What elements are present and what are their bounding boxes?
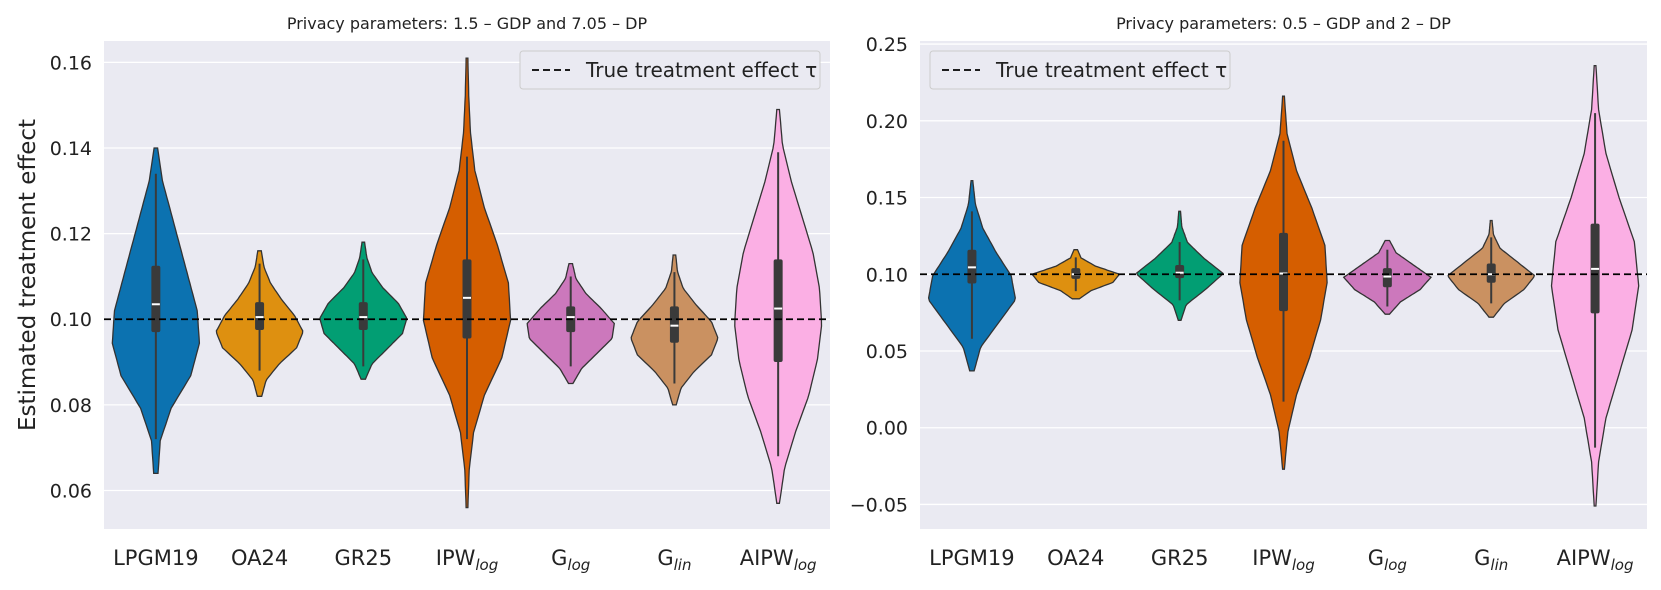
legend-label: True treatment effect τ [995, 58, 1227, 82]
y-tick-label: 0.25 [866, 34, 908, 56]
y-tick-label: 0.06 [50, 480, 92, 502]
violin-iqr-box [358, 302, 368, 330]
y-tick-label: 0.00 [866, 418, 908, 440]
x-tick-label: Glin [657, 546, 691, 574]
legend: True treatment effect τ [929, 50, 1231, 90]
violin-iqr-box [773, 259, 783, 363]
y-tick-label: −0.05 [850, 494, 908, 516]
x-tick-label: AIPWlog [1557, 546, 1634, 574]
violin-iqr-box [1175, 265, 1185, 279]
violin-iqr-box [151, 265, 161, 333]
y-tick-label: 0.15 [866, 188, 908, 210]
violin-iqr-box [669, 306, 679, 343]
x-tick-label: OA24 [231, 546, 288, 570]
panel-1: 0.06 0.08 0.10 0.12 0.14 0.16 Privacy paramete… [15, 14, 830, 574]
panel-title: Privacy parameters: 1.5 – GDP and 7.05 –… [287, 14, 648, 33]
panel-2: −0.05 0.00 0.05 0.10 0.15 0.20 0.25 Privacy par… [850, 14, 1647, 574]
violin-iqr-box [255, 302, 265, 330]
x-tick-label: Glin [1474, 546, 1508, 574]
x-tick-label: GR25 [1151, 546, 1209, 570]
legend-box [929, 50, 1231, 90]
legend: True treatment effect τ [519, 50, 821, 90]
y-tick-label: 0.12 [50, 224, 92, 246]
violin-iqr-box [1382, 268, 1392, 288]
x-tick-label: OA24 [1047, 546, 1104, 570]
x-tick-label: Glog [551, 546, 590, 574]
y-tick-label: 0.20 [866, 111, 908, 133]
x-tick-label: Glog [1368, 546, 1407, 574]
x-tick-label: GR25 [334, 546, 392, 570]
violin-iqr-box [1486, 263, 1496, 283]
panel-title: Privacy parameters: 0.5 – GDP and 2 – DP [1116, 14, 1451, 33]
y-tick-label: 0.14 [50, 138, 92, 160]
x-tick-label: LPGM19 [113, 546, 198, 570]
y-tick-label: 0.10 [50, 309, 92, 331]
legend-box [519, 50, 821, 90]
x-tick-label: IPWlog [1252, 546, 1315, 574]
y-tick-label: 0.10 [866, 264, 908, 286]
x-tick-label: IPWlog [436, 546, 499, 574]
y-tick-label: 0.05 [866, 341, 908, 363]
y-tick-label: 0.08 [50, 395, 92, 417]
y-axis-label: Estimated treatment effect [15, 119, 41, 431]
x-tick-label: AIPWlog [740, 546, 817, 574]
violin-iqr-box [1279, 232, 1288, 312]
violin-iqr-box [462, 259, 472, 339]
x-tick-label: LPGM19 [929, 546, 1014, 570]
y-tick-label: 0.16 [50, 52, 92, 74]
legend-label: True treatment effect τ [585, 58, 817, 82]
